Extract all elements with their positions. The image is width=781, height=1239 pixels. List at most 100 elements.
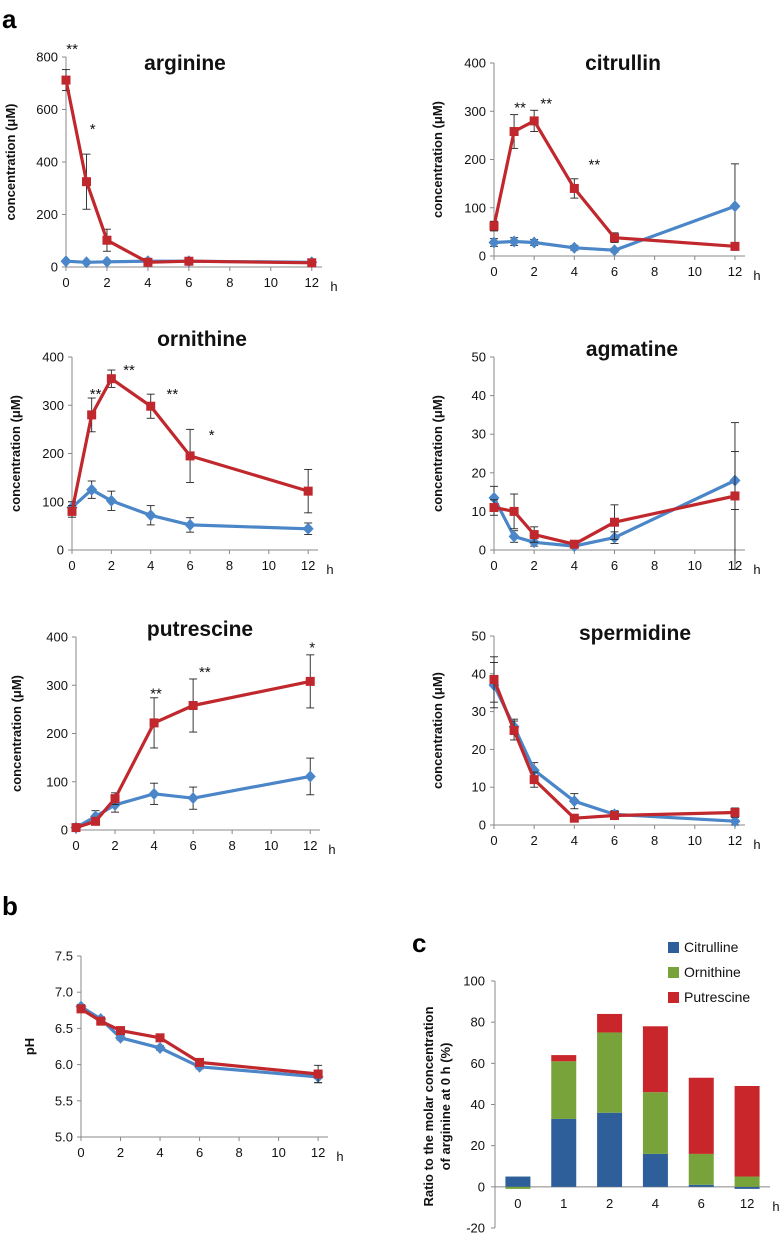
series-line <box>492 684 736 823</box>
x-tick-label: 4 <box>571 264 578 279</box>
y-tick-label: 50 <box>472 629 486 644</box>
bar-segment-citrulline <box>642 1153 668 1187</box>
x-tick-label: 12 <box>311 1145 325 1160</box>
y-tick-label: 300 <box>42 398 64 413</box>
data-point <box>154 1041 166 1054</box>
significance-label: * <box>309 640 315 657</box>
x-unit-label: h <box>753 268 760 283</box>
legend-swatch-citrulline <box>668 942 679 953</box>
data-point <box>730 491 740 501</box>
y-tick-label: 50 <box>472 350 486 365</box>
x-tick-label: 8 <box>226 558 233 573</box>
data-point <box>509 506 519 516</box>
x-tick-label: 4 <box>652 1196 659 1211</box>
y-tick-label: 200 <box>42 446 64 461</box>
data-point <box>609 517 619 527</box>
y-axis-label: concentration (μM) <box>3 103 18 220</box>
x-tick-label: 12 <box>740 1196 754 1211</box>
series-blue <box>488 163 741 257</box>
chart-putrescine: 0 100 200 300 400 0 2 4 6 8 10 12 h concentration (μM… <box>9 618 336 857</box>
y-tick-label: 800 <box>36 50 58 65</box>
y-tick-label: 20 <box>472 742 486 757</box>
x-tick-label: 10 <box>688 558 702 573</box>
data-point <box>303 486 313 496</box>
data-point <box>729 200 741 213</box>
data-point <box>608 244 620 257</box>
data-point <box>568 795 580 808</box>
y-tick-label: 100 <box>464 200 486 215</box>
y-tick-label: 20 <box>471 1138 485 1153</box>
x-tick-label: 4 <box>156 1145 163 1160</box>
y-tick-label: 5.0 <box>55 1130 73 1145</box>
x-unit-label: h <box>753 837 760 852</box>
x-tick-label: 8 <box>226 275 233 290</box>
y-tick-label: 40 <box>471 1097 485 1112</box>
data-point <box>305 676 315 686</box>
bar-segment-citrulline <box>505 1176 531 1187</box>
x-tick-label: 0 <box>490 558 497 573</box>
y-tick-label: 40 <box>472 388 486 403</box>
data-point <box>185 451 195 461</box>
data-point <box>146 401 156 411</box>
x-tick-label: 0 <box>72 838 79 853</box>
y-tick-label: 100 <box>463 974 485 989</box>
x-tick-label: 2 <box>531 264 538 279</box>
y-axis-label: concentration (μM) <box>9 675 24 792</box>
data-point <box>61 75 71 85</box>
series-red <box>489 422 740 570</box>
data-point <box>489 674 499 684</box>
chart-citrullin: 0 100 200 300 400 0 2 4 6 8 10 12 h concentration (μM… <box>430 52 761 283</box>
data-point <box>71 823 81 833</box>
data-point <box>488 236 500 249</box>
series-red <box>489 656 740 823</box>
data-point <box>528 236 540 249</box>
y-tick-label: 5.5 <box>55 1093 73 1108</box>
x-tick-label: 10 <box>271 1145 285 1160</box>
x-tick-label: 12 <box>305 275 319 290</box>
series-line <box>70 377 309 512</box>
x-tick-label: 6 <box>611 558 618 573</box>
significance-label: * <box>209 427 215 444</box>
data-point <box>529 775 539 785</box>
series-line <box>70 488 309 531</box>
y-tick-label: 0 <box>478 1179 485 1194</box>
data-point <box>609 233 619 243</box>
bar-segment-putrescine <box>734 1085 760 1177</box>
x-tick-label: 10 <box>262 558 276 573</box>
x-tick-label: 0 <box>62 275 69 290</box>
x-tick-label: 6 <box>190 838 197 853</box>
y-tick-label: 0 <box>57 543 64 558</box>
data-point <box>76 1004 86 1014</box>
data-point <box>96 1016 106 1026</box>
significance-label: ** <box>540 96 552 113</box>
x-tick-label: 12 <box>728 264 742 279</box>
y-tick-label: 200 <box>46 726 68 741</box>
data-point <box>489 503 499 513</box>
significance-label: ** <box>150 685 162 702</box>
significance-label: ** <box>123 362 135 379</box>
y-tick-label: 60 <box>471 1056 485 1071</box>
y-tick-label: 10 <box>472 504 486 519</box>
data-point <box>529 116 539 126</box>
data-point <box>729 815 741 828</box>
data-point <box>184 256 194 266</box>
data-point <box>304 770 316 783</box>
data-point <box>730 241 740 251</box>
series-red <box>489 109 740 251</box>
data-point <box>509 726 519 735</box>
x-tick-label: 2 <box>531 833 538 848</box>
x-tick-label: 8 <box>651 558 658 573</box>
legend-swatch-putrescine <box>668 992 679 1003</box>
data-point <box>116 1026 126 1036</box>
data-point <box>569 813 579 823</box>
x-tick-label: 6 <box>185 275 192 290</box>
data-point <box>488 491 500 504</box>
series-blue <box>66 480 314 536</box>
bar-segment-ornithine <box>505 1186 531 1189</box>
panel-letter-c: c <box>412 928 426 958</box>
y-tick-label: 100 <box>42 494 64 509</box>
y-tick-label: 10 <box>472 780 486 795</box>
chart-title: ornithine <box>157 328 247 351</box>
